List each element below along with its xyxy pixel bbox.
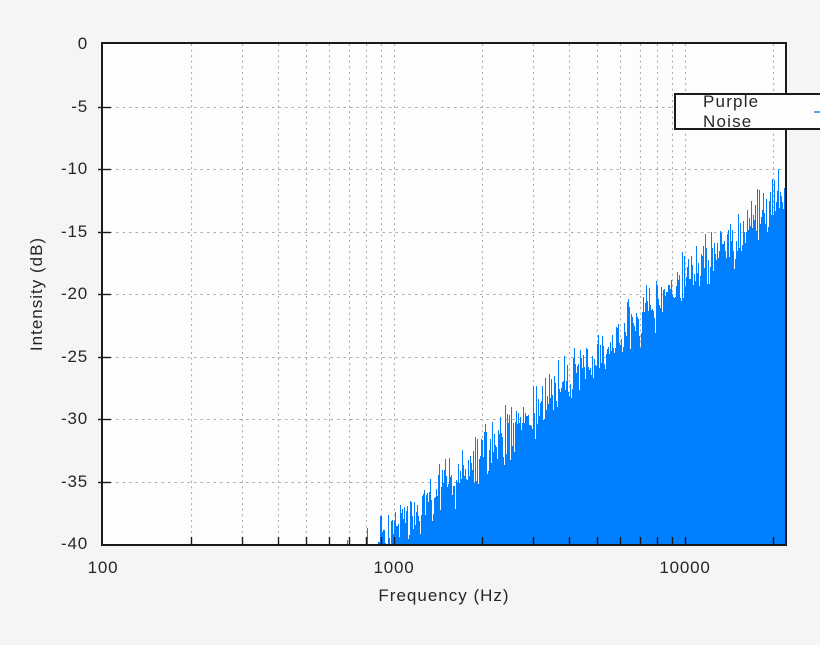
x-tick-label-10000: 10000 [659,558,711,577]
plot-canvas [98,44,785,544]
y-tick-label--5: -5 [71,96,88,116]
x-axis-title: Frequency (Hz) [378,586,510,605]
y-tick-label--30: -30 [61,409,88,428]
y-tick-label--35: -35 [61,471,88,491]
y-tick-label--40: -40 [61,534,88,553]
y-tick-label--20: -20 [61,284,88,303]
y-tick-label--15: -15 [61,221,88,241]
x-tick-label-1000: 1000 [373,558,415,577]
x-tick-label-100: 100 [87,558,119,577]
legend-label: Purple Noise [703,91,760,131]
purple-noise-area [103,169,785,544]
y-tick-label--25: -25 [61,346,88,366]
plot-area: Purple Noise [98,42,820,546]
y-tick-label--10: -10 [61,159,88,178]
legend-line-sample-icon [813,110,820,113]
legend-box: Purple Noise [674,91,820,131]
y-tick-label-0: 0 [77,34,88,53]
